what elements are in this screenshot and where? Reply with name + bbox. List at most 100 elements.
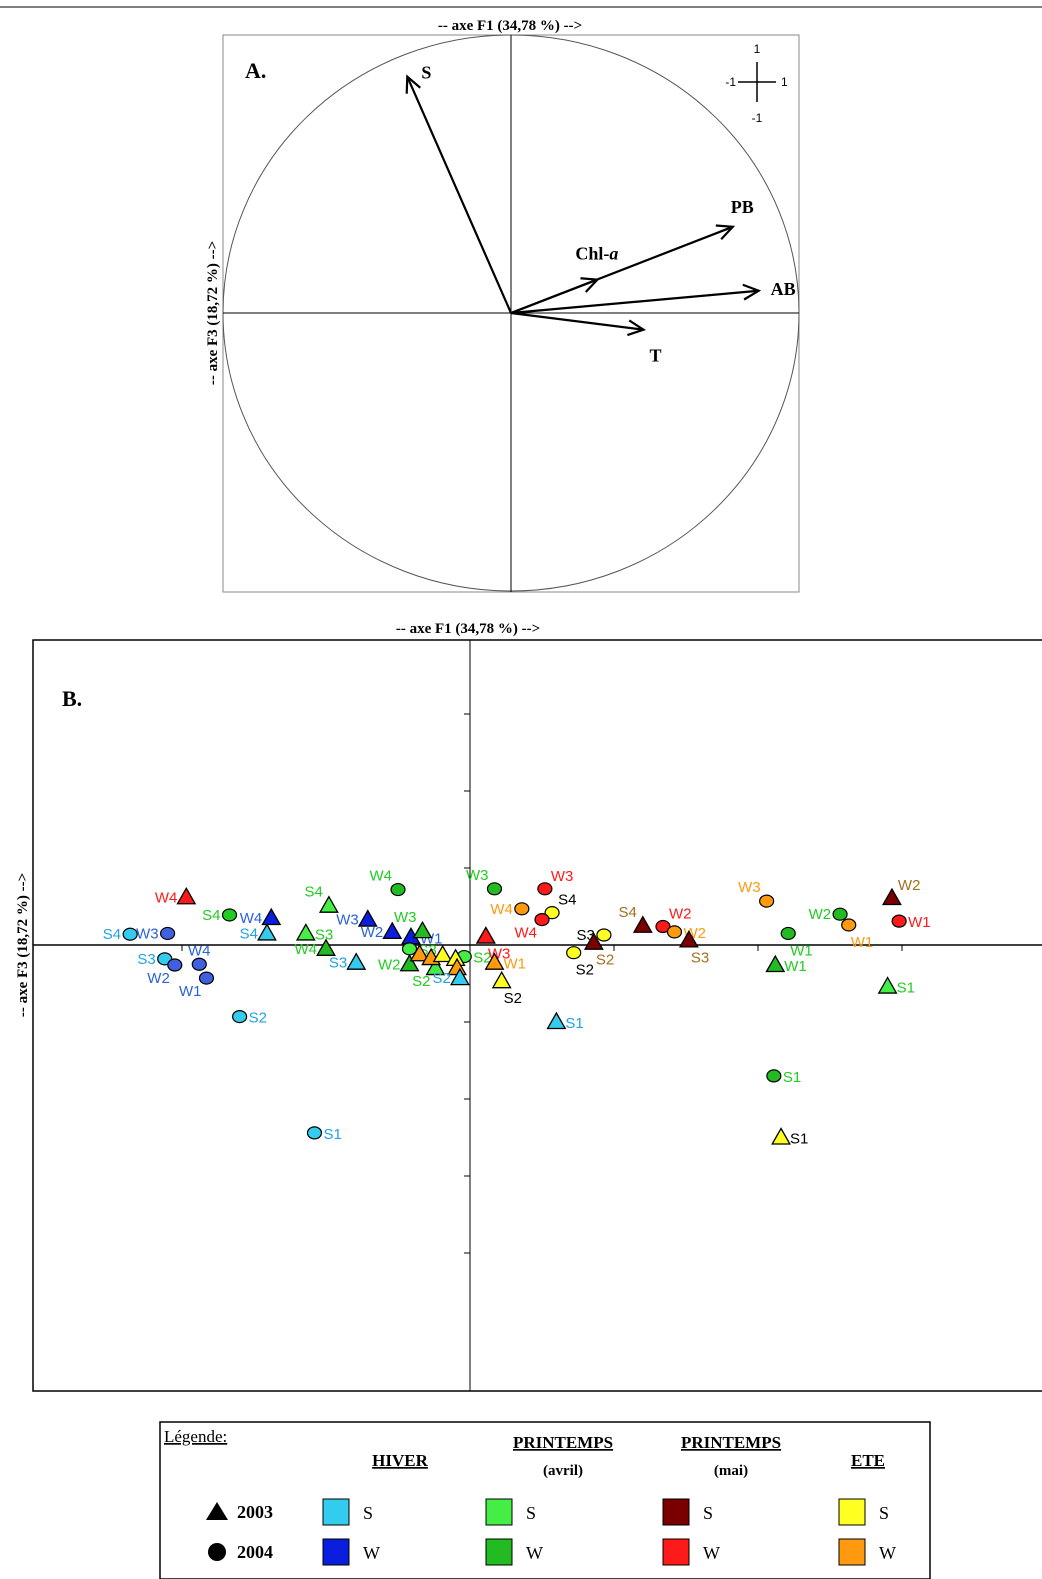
- point-label: S4: [103, 926, 121, 943]
- panel-b-xlabel: -- axe F1 (34,78 %) -->: [396, 621, 540, 637]
- point-circle: [544, 906, 560, 920]
- point-label: W2: [147, 970, 170, 987]
- point-circle: [766, 1069, 782, 1083]
- point-triangle: [399, 953, 420, 972]
- point-circle: [759, 894, 775, 908]
- point-circle: [566, 946, 582, 960]
- point-label: W2: [378, 956, 401, 973]
- vector-t: [510, 311, 644, 331]
- point-label: S2: [504, 990, 522, 1007]
- vector-label: T: [649, 346, 661, 366]
- point-circle: [596, 928, 612, 942]
- panel-a-xlabel: -- axe F1 (34,78 %) -->: [438, 18, 582, 34]
- legend-code: W: [879, 1543, 896, 1563]
- point-circle: [537, 882, 553, 896]
- point-label: S4: [240, 925, 258, 942]
- point-label: W4: [490, 901, 513, 918]
- panel-a: -- axe F1 (34,78 %) --> A. -- axe F3 (18…: [205, 18, 800, 593]
- point-triangle: [425, 957, 446, 976]
- legend: Légende: HIVER PRINTEMPS (avril) PRINTEM…: [159, 1421, 931, 1579]
- point-circle: [780, 926, 796, 941]
- vector-arrowhead: [627, 319, 646, 337]
- point-label: W1: [790, 942, 813, 959]
- point-triangle: [449, 967, 470, 986]
- point-label: S2: [473, 950, 491, 967]
- point-label: S1: [565, 1015, 583, 1032]
- point-circle: [390, 882, 406, 897]
- panel-a-label: A.: [245, 58, 266, 83]
- point-label: W2: [669, 906, 692, 923]
- panel-b-ticks: [181, 713, 903, 1254]
- point-label: S4: [202, 907, 220, 924]
- point-circle: [841, 918, 857, 932]
- point-circle: [832, 907, 848, 921]
- legend-frame: [159, 1421, 931, 1579]
- point-label: W1: [179, 983, 202, 1000]
- variable-vectors: S PB Chl-a AB T: [405, 63, 796, 366]
- legend-swatch: [662, 1498, 690, 1526]
- legend-col-printemps-avril: PRINTEMPS: [513, 1433, 613, 1452]
- vector-label-text: S: [421, 63, 431, 83]
- point-circle: [221, 908, 238, 922]
- legend-code: S: [363, 1503, 373, 1523]
- vector-label-text: T: [649, 346, 661, 366]
- point-circle: [534, 912, 550, 927]
- vector-chl: [510, 278, 598, 315]
- point-triangle: [583, 932, 604, 950]
- legend-triangle-marker: [206, 1502, 228, 1520]
- point-label: S2: [433, 970, 451, 987]
- point-label: W3: [551, 868, 574, 885]
- point-label: W4: [155, 889, 178, 906]
- point-label: W4: [188, 942, 211, 959]
- vector-s: [406, 76, 513, 314]
- scale-tick-top: 1: [754, 42, 761, 56]
- point-triangle: [765, 954, 786, 973]
- point-label: S4: [618, 904, 636, 921]
- point-label: S1: [323, 1126, 341, 1143]
- legend-circle-marker: [208, 1543, 226, 1561]
- point-triangle: [678, 930, 699, 948]
- point-triangle: [771, 1127, 791, 1145]
- legend-col-printemps-mai: PRINTEMPS: [681, 1433, 781, 1452]
- point-triangle: [877, 976, 898, 994]
- point-triangle: [491, 970, 512, 989]
- point-triangle: [357, 909, 378, 927]
- point-circle: [191, 957, 207, 971]
- legend-swatch: [322, 1538, 350, 1566]
- legend-swatch: [662, 1538, 690, 1566]
- point-circle: [486, 882, 503, 896]
- legend-col-hiver: HIVER: [372, 1451, 428, 1470]
- legend-code: W: [703, 1543, 720, 1563]
- point-circle: [306, 1126, 323, 1140]
- scale-tick-left: -1: [725, 75, 736, 89]
- vector-label-italic: a: [609, 244, 618, 264]
- scale-tick-right: 1: [781, 75, 788, 89]
- point-label: W1: [908, 914, 931, 931]
- legend-code: S: [526, 1503, 536, 1523]
- point-label: W3: [136, 925, 159, 942]
- point-triangle: [318, 895, 339, 913]
- point-triangle: [409, 943, 430, 962]
- point-label: W2: [361, 924, 384, 941]
- point-label: W3: [466, 867, 489, 884]
- legend-year: 2004: [237, 1542, 273, 1562]
- point-circle: [401, 942, 418, 956]
- panel-a-ylabel: -- axe F3 (18,72 %) -->: [205, 241, 221, 385]
- point-triangle: [484, 952, 505, 970]
- point-label: S1: [790, 1131, 808, 1148]
- vector-arrowhead: [715, 224, 736, 241]
- panel-b-ylabel: -- axe F3 (18,72 %) -->: [15, 873, 31, 1017]
- point-circle: [655, 919, 671, 934]
- point-label: S3: [329, 955, 347, 972]
- point-circle: [167, 958, 183, 972]
- point-label: W4: [240, 910, 263, 927]
- vector-arrowhead: [405, 74, 421, 94]
- legend-code: W: [363, 1543, 380, 1563]
- vector-label-text: Chl-: [575, 244, 609, 264]
- point-label: S2: [249, 1010, 267, 1027]
- vector-label-text: PB: [731, 197, 754, 217]
- scale-cross: 1 -1 -1 1: [725, 42, 788, 125]
- point-label: S3: [137, 951, 155, 968]
- point-circle: [122, 927, 138, 941]
